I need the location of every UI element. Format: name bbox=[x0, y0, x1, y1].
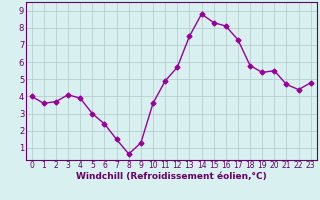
X-axis label: Windchill (Refroidissement éolien,°C): Windchill (Refroidissement éolien,°C) bbox=[76, 172, 267, 181]
